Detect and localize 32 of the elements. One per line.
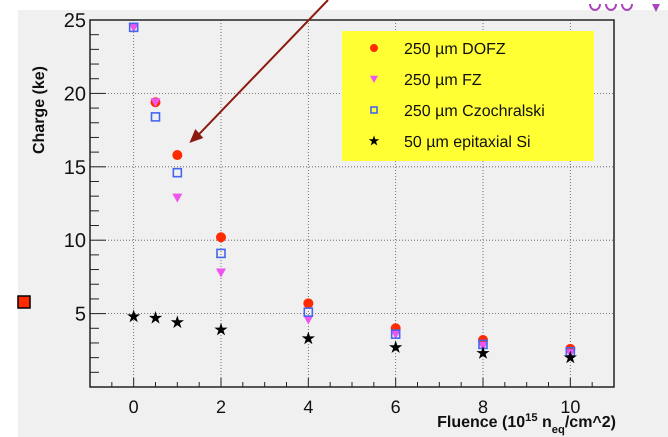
- point: [216, 248, 226, 258]
- point: [127, 310, 140, 322]
- y-tick-label: 5: [74, 304, 86, 326]
- point: [564, 350, 577, 364]
- point: [172, 168, 182, 178]
- point: [170, 315, 184, 328]
- point: [303, 298, 314, 308]
- y-axis-title: Charge (ke): [31, 66, 48, 154]
- point: [304, 307, 314, 317]
- point: [566, 346, 576, 357]
- y-tick-label: 10: [64, 230, 86, 252]
- legend-label: 250 µm FZ: [404, 72, 482, 89]
- point: [302, 332, 315, 344]
- legend-label: 50 µm epitaxial Si: [404, 134, 531, 151]
- legend-label: 250 µm Czochralski: [404, 103, 545, 120]
- y-tick-label: 25: [64, 10, 86, 32]
- point: [216, 232, 226, 242]
- point: [172, 194, 182, 203]
- y-tick-label: 20: [64, 83, 86, 106]
- point: [148, 311, 162, 324]
- point: [216, 268, 226, 278]
- x-tick-label: 4: [303, 397, 314, 417]
- point: [214, 322, 228, 336]
- point: [476, 346, 490, 359]
- point: [150, 112, 160, 122]
- legend-label: 250 µm DOFZ: [404, 41, 506, 58]
- y-tick-label: 15: [64, 156, 86, 179]
- x-tick-label: 2: [216, 397, 226, 417]
- x-tick-label: 0: [128, 397, 139, 417]
- point: [172, 150, 182, 160]
- point: [389, 340, 402, 354]
- x-tick-label: 6: [390, 397, 401, 417]
